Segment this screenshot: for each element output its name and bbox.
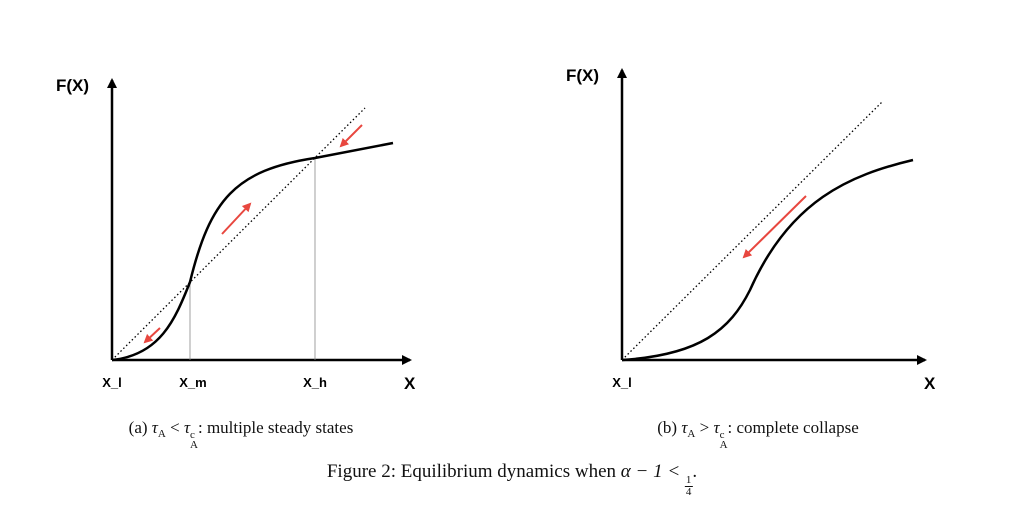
figure-caption: Figure 2: Equilibrium dynamics when α − … <box>327 461 697 498</box>
math: c <box>190 429 195 441</box>
caption-label: (a) <box>128 418 148 437</box>
arrow <box>339 124 363 148</box>
y-label: F(X) <box>56 76 89 95</box>
math: τ <box>713 418 720 437</box>
tick-label: X_l <box>102 375 122 390</box>
curve <box>111 141 394 362</box>
curve <box>621 158 914 362</box>
caption-label: (b) <box>657 418 678 437</box>
math: α − 1 < <box>620 461 681 482</box>
caption-text: . <box>692 461 698 482</box>
math: A <box>190 439 198 451</box>
x-label: X <box>924 374 936 393</box>
caption-text: : complete collapse <box>727 418 859 437</box>
math: A <box>719 439 728 451</box>
math: A <box>687 428 696 440</box>
y-label: F(X) <box>566 66 599 85</box>
numerator: 1 <box>684 474 693 487</box>
caption-text: : multiple steady states <box>197 418 354 437</box>
arrow <box>742 195 807 259</box>
tick-label: X_m <box>179 375 206 390</box>
diagonal <box>621 101 883 361</box>
x-label: X <box>404 374 416 393</box>
math: < <box>170 418 180 437</box>
math: τ <box>681 418 688 437</box>
math: > <box>699 418 710 437</box>
tick-label: X_l <box>612 375 632 390</box>
denominator: 4 <box>685 486 692 498</box>
panel-b: F(X) X X_l <box>566 66 936 393</box>
arrow <box>143 327 161 344</box>
math: A <box>157 428 166 440</box>
panel-a: F(X) X X_l X_m X_h <box>56 76 416 393</box>
math: c <box>719 429 725 441</box>
tick-label: X_h <box>303 375 327 390</box>
math: τ <box>151 418 158 437</box>
arrow <box>221 202 252 235</box>
math: τ <box>183 418 191 437</box>
caption-text: Figure 2: Equilibrium dynamics when <box>326 461 617 482</box>
diagonal <box>111 107 366 361</box>
